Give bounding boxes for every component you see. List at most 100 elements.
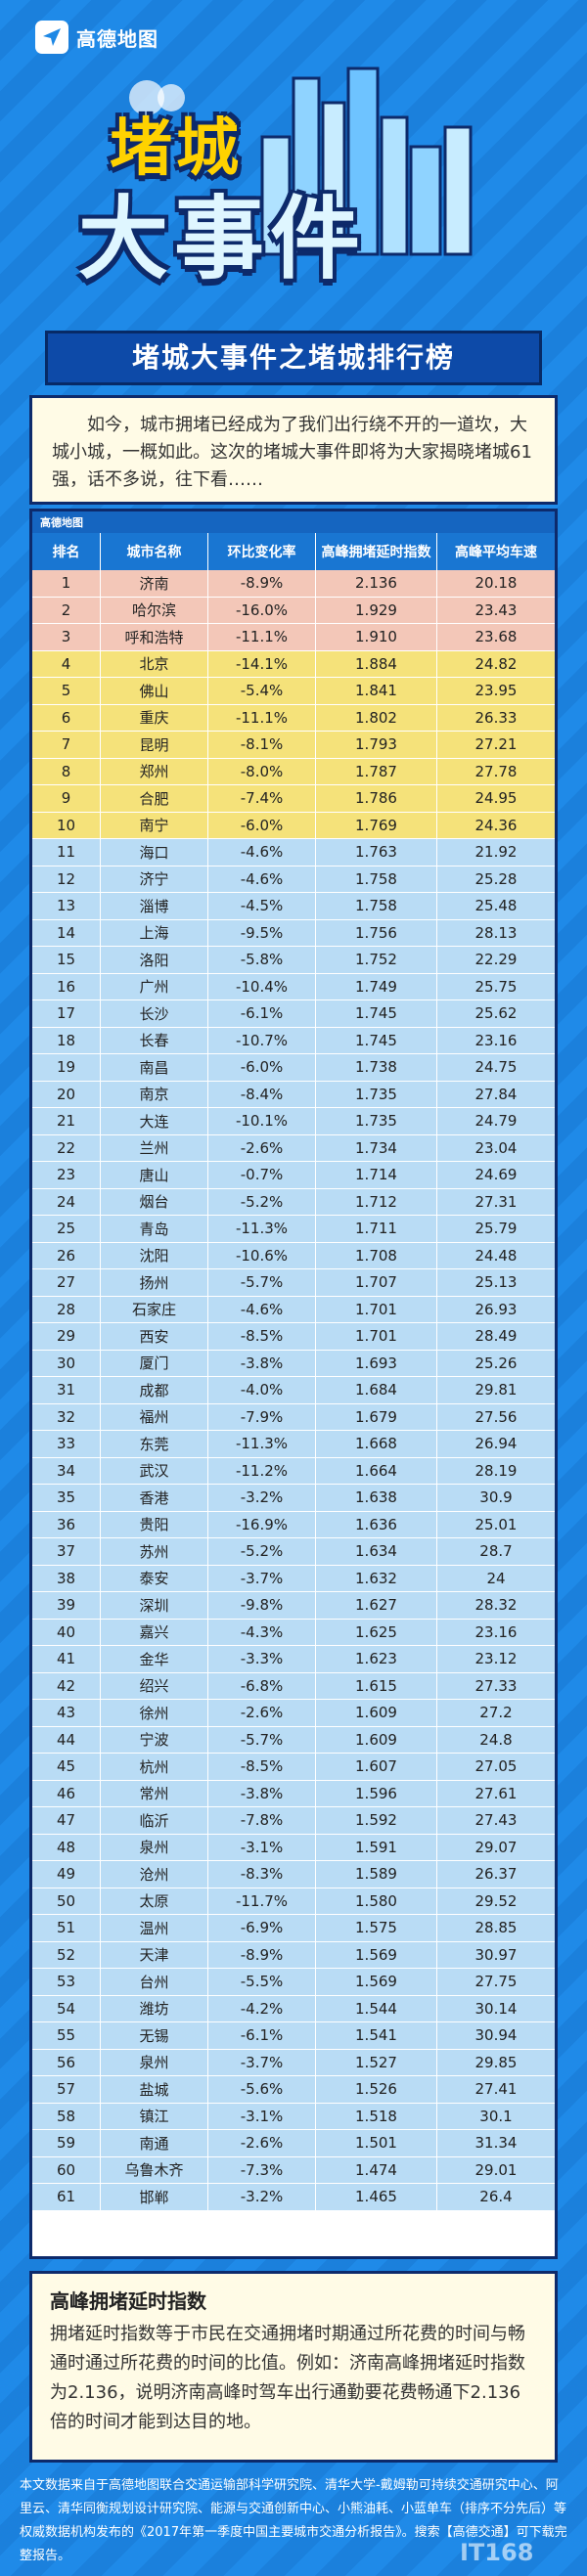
cell-change: -4.5% [208, 893, 316, 920]
table-row: 34 武汉 -11.2% 1.664 28.19 [32, 1457, 555, 1485]
table-row: 12 济宁 -4.6% 1.758 25.28 [32, 866, 555, 893]
table-row: 31 成都 -4.0% 1.684 29.81 [32, 1377, 555, 1404]
cell-avg-speed: 24.95 [437, 785, 555, 813]
cell-city: 南昌 [101, 1054, 208, 1082]
cell-avg-speed: 30.94 [437, 2022, 555, 2050]
cell-change: -6.0% [208, 812, 316, 839]
cell-change: -2.6% [208, 1700, 316, 1727]
cell-avg-speed: 23.95 [437, 678, 555, 705]
cell-rank: 54 [32, 1995, 101, 2022]
cell-delay-index: 1.701 [316, 1323, 437, 1351]
cell-avg-speed: 25.75 [437, 974, 555, 1000]
cell-avg-speed: 23.68 [437, 624, 555, 651]
cell-change: -5.2% [208, 1188, 316, 1216]
table-row: 19 南昌 -6.0% 1.738 24.75 [32, 1054, 555, 1082]
cell-rank: 30 [32, 1350, 101, 1377]
cell-change: -7.3% [208, 2156, 316, 2184]
cell-rank: 1 [32, 570, 101, 598]
table-row: 21 大连 -10.1% 1.735 24.79 [32, 1108, 555, 1135]
cell-delay-index: 1.668 [316, 1431, 437, 1458]
table-row: 60 乌鲁木齐 -7.3% 1.474 29.01 [32, 2156, 555, 2184]
cell-avg-speed: 27.33 [437, 1673, 555, 1700]
cell-rank: 18 [32, 1027, 101, 1054]
cell-rank: 14 [32, 919, 101, 947]
table-row: 36 贵阳 -16.9% 1.636 25.01 [32, 1511, 555, 1538]
cell-city: 佛山 [101, 678, 208, 705]
cell-change: -8.4% [208, 1081, 316, 1108]
cell-change: -10.6% [208, 1242, 316, 1269]
table-row: 13 淄博 -4.5% 1.758 25.48 [32, 893, 555, 920]
cell-city: 郑州 [101, 758, 208, 785]
cell-rank: 8 [32, 758, 101, 785]
cell-change: -5.7% [208, 1726, 316, 1754]
cell-avg-speed: 23.16 [437, 1620, 555, 1646]
cell-rank: 20 [32, 1081, 101, 1108]
cell-avg-speed: 28.7 [437, 1538, 555, 1566]
cell-rank: 48 [32, 1834, 101, 1861]
cell-avg-speed: 25.26 [437, 1351, 555, 1377]
cell-rank: 41 [32, 1646, 101, 1673]
cell-change: -5.6% [208, 2076, 316, 2104]
cell-city: 嘉兴 [101, 1619, 208, 1646]
cell-change: -3.8% [208, 1780, 316, 1807]
cell-change: -6.1% [208, 2022, 316, 2050]
table-header: 排名 城市名称 环比变化率 高峰拥堵延时指数 高峰平均车速 [32, 533, 555, 570]
definition-text: 拥堵延时指数等于市民在交通拥堵时期通过所花费的时间与畅通时通过所花费的时间的比值… [50, 2324, 525, 2432]
cell-delay-index: 1.623 [316, 1646, 437, 1673]
cell-avg-speed: 27.43 [437, 1807, 555, 1835]
cell-city: 扬州 [101, 1269, 208, 1297]
cell-change: -6.9% [208, 1915, 316, 1942]
table-row: 48 泉州 -3.1% 1.591 29.07 [32, 1834, 555, 1861]
cell-change: -4.6% [208, 1296, 316, 1323]
table-row: 51 温州 -6.9% 1.575 28.85 [32, 1915, 555, 1942]
cell-city: 宁波 [101, 1726, 208, 1754]
cell-city: 哈尔滨 [101, 597, 208, 624]
table-row: 43 徐州 -2.6% 1.609 27.2 [32, 1700, 555, 1727]
cell-rank: 59 [32, 2130, 101, 2157]
cell-avg-speed: 29.81 [437, 1377, 555, 1404]
cell-delay-index: 1.769 [316, 812, 437, 839]
cell-delay-index: 1.693 [316, 1350, 437, 1377]
cell-delay-index: 1.592 [316, 1807, 437, 1835]
title-line-2: 大事件 [78, 187, 367, 291]
cell-avg-speed: 30.1 [437, 2104, 555, 2130]
cell-delay-index: 1.607 [316, 1754, 437, 1781]
cell-delay-index: 1.793 [316, 732, 437, 759]
cell-avg-speed: 24.8 [437, 1727, 555, 1754]
table-row: 56 泉州 -3.7% 1.527 29.85 [32, 2049, 555, 2076]
table-row: 40 嘉兴 -4.3% 1.625 23.16 [32, 1619, 555, 1646]
cell-avg-speed: 24 [437, 1566, 555, 1592]
cell-city: 南宁 [101, 812, 208, 839]
cell-delay-index: 1.734 [316, 1134, 437, 1162]
cell-change: -14.1% [208, 650, 316, 678]
cell-city: 杭州 [101, 1754, 208, 1781]
cell-change: -10.7% [208, 1027, 316, 1054]
table-row: 24 烟台 -5.2% 1.712 27.31 [32, 1188, 555, 1216]
navigation-arrow-icon [35, 21, 68, 54]
cell-change: -6.0% [208, 1054, 316, 1082]
table-row: 61 邯郸 -3.2% 1.465 26.4 [32, 2184, 555, 2211]
ranking-table: 高德地图 排名 城市名称 环比变化率 高峰拥堵延时指数 高峰平均车速 1 济南 -8… [29, 509, 558, 2259]
table-row: 27 扬州 -5.7% 1.707 25.13 [32, 1269, 555, 1297]
cell-avg-speed: 28.13 [437, 920, 555, 947]
cell-rank: 51 [32, 1915, 101, 1942]
header-change: 环比变化率 [208, 533, 316, 570]
table-row: 46 常州 -3.8% 1.596 27.61 [32, 1780, 555, 1807]
table-row: 18 长春 -10.7% 1.745 23.16 [32, 1027, 555, 1054]
table-row: 14 上海 -9.5% 1.756 28.13 [32, 919, 555, 947]
cell-change: -8.1% [208, 732, 316, 759]
cell-avg-speed: 24.36 [437, 813, 555, 839]
cell-city: 乌鲁木齐 [101, 2156, 208, 2184]
table-row: 10 南宁 -6.0% 1.769 24.36 [32, 812, 555, 839]
cell-city: 苏州 [101, 1538, 208, 1566]
cell-change: -8.9% [208, 570, 316, 598]
cell-rank: 19 [32, 1054, 101, 1082]
cell-rank: 10 [32, 812, 101, 839]
cell-delay-index: 1.625 [316, 1619, 437, 1646]
skyline-illustration [129, 67, 473, 256]
cell-avg-speed: 24.69 [437, 1162, 555, 1189]
table-row: 41 金华 -3.3% 1.623 23.12 [32, 1646, 555, 1673]
cell-delay-index: 1.763 [316, 839, 437, 866]
source-note: 本文数据来自于高德地图联合交通运输部科学研究院、清华大学-戴姆勒可持续交通研究中… [20, 2478, 567, 2563]
cell-city: 上海 [101, 919, 208, 947]
